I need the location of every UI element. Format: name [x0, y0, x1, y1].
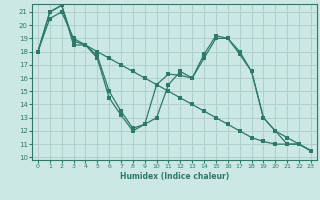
X-axis label: Humidex (Indice chaleur): Humidex (Indice chaleur) [120, 172, 229, 181]
